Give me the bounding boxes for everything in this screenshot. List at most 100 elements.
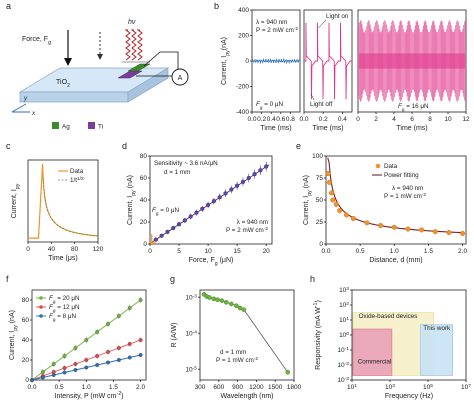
ytick-label: 10-3: [337, 376, 349, 385]
point-marker: [73, 368, 78, 372]
light-wave: [124, 29, 131, 61]
legend-label: Fg = 8 μN: [49, 313, 77, 323]
legend-marker: [39, 305, 43, 309]
legend-fit-label: Power fitting: [384, 172, 419, 179]
point-marker: [40, 370, 45, 374]
xtick-label: 10: [444, 116, 452, 123]
ylabel-f: Current, Ipy (nA): [9, 310, 19, 360]
ylabel-d: Current, Ipy (nA): [127, 175, 137, 225]
panel-d: 0 5 10 15 20 0 20 40 60 80 Force, Fg (μN) Current, …: [127, 153, 273, 267]
ann-power: P = 1 mW cm-2: [216, 356, 258, 365]
data-point: [194, 209, 199, 216]
point-marker: [62, 366, 67, 370]
point-marker: [116, 358, 121, 362]
xtick-label: 5: [177, 248, 181, 255]
panel-label-c: c: [6, 141, 11, 151]
xtick-label: 0.5: [55, 384, 64, 391]
panel-label-d: d: [122, 141, 127, 151]
data-point: [432, 229, 438, 235]
legend-value: = 12 μN: [55, 304, 80, 311]
legend-data-marker: [375, 163, 381, 169]
data-point: [325, 171, 331, 177]
ann-power-sup: -2: [294, 26, 299, 32]
legend-ti-label: Ti: [98, 124, 103, 131]
xlabel-h: Frequency (Hz): [385, 393, 433, 400]
ytick-label: 10-2: [337, 361, 349, 370]
region-label-commercial: Commercial: [358, 359, 392, 366]
ann-force: Fg = 0 μN: [152, 207, 180, 217]
legend-data-label: Data: [70, 168, 84, 175]
data-point: [258, 165, 263, 175]
point-marker: [116, 314, 121, 318]
point-marker: [73, 346, 78, 350]
panel-label-b: b: [214, 1, 219, 11]
ytick-label: -400: [236, 109, 249, 116]
point-marker: [205, 202, 211, 208]
xtick-label: 0.6: [276, 116, 285, 123]
ann-distance: d = 1 mm: [220, 349, 246, 356]
ytick-label: 10-1: [337, 346, 349, 355]
data-point: [224, 300, 229, 305]
data-point: [223, 189, 228, 198]
light-wave: [130, 29, 137, 61]
data-point: [205, 201, 211, 209]
point-marker: [138, 298, 143, 302]
xlabel: Time (ms): [396, 125, 427, 132]
ytick-sup: 1: [346, 316, 349, 322]
light-wave: [136, 29, 143, 61]
point-marker: [62, 354, 67, 358]
xtick-sup: 7: [468, 383, 471, 389]
point-marker: [127, 355, 132, 360]
data-point: [246, 173, 251, 183]
point-marker: [252, 172, 257, 177]
xtick-label: 1200: [249, 384, 264, 391]
point-marker: [51, 373, 56, 377]
wire-top: [143, 51, 179, 70]
trace-line: [251, 57, 301, 65]
legend-sub: g: [53, 309, 56, 314]
ytick-label: 0: [319, 241, 323, 248]
point-marker: [138, 353, 143, 357]
point-marker: [223, 191, 228, 196]
region-label-this-work: This work: [423, 325, 451, 332]
point-marker: [106, 360, 110, 365]
legend-label: Fg = 12 μN: [49, 304, 80, 314]
light-on-pointer: [318, 19, 327, 29]
legend-ag-swatch: [52, 122, 59, 129]
ytick-sup: -3: [345, 376, 350, 382]
ytick-label: 20: [22, 357, 30, 364]
force-label: Force, Fg: [22, 36, 51, 46]
xtick-label: 0.0: [321, 248, 330, 255]
point-marker: [40, 375, 45, 380]
region-label-oxide: Oxide-based devices: [359, 313, 418, 320]
panel-label-g: g: [170, 274, 175, 284]
region-rect: [352, 328, 393, 376]
force-f: F: [152, 207, 157, 214]
data-point: [219, 298, 225, 303]
point-marker: [246, 175, 251, 181]
legend-sub: g: [53, 300, 56, 305]
plot-frame: [199, 289, 295, 381]
light-on-label: Light on: [326, 13, 349, 20]
xtick-label: 105: [423, 383, 433, 392]
data-point: [153, 237, 158, 242]
point-marker: [106, 322, 110, 326]
xtick-label: 10: [204, 248, 212, 255]
ann-power: P = 2 mW cm-2: [256, 26, 298, 35]
xlabel-f: Intensity, P (mW cm-2): [55, 391, 124, 400]
region-2: [420, 324, 453, 376]
series-1: Fg = 12 μN: [30, 304, 143, 383]
point-marker: [264, 164, 269, 169]
point-marker: [127, 342, 132, 346]
xtick-label: 8: [428, 116, 432, 123]
dashed-arrow-head: [97, 54, 103, 60]
point-marker: [153, 237, 158, 242]
point-marker: [229, 187, 234, 192]
ytick-label: -200: [236, 84, 249, 91]
xlabel-c: Time (μs): [48, 255, 77, 262]
ytick-label: 60: [140, 175, 148, 182]
xtick-label: 600: [213, 384, 224, 391]
data-point: [229, 301, 234, 307]
xtick-sup: 1: [354, 383, 357, 389]
xtick-label: 300: [195, 384, 206, 391]
